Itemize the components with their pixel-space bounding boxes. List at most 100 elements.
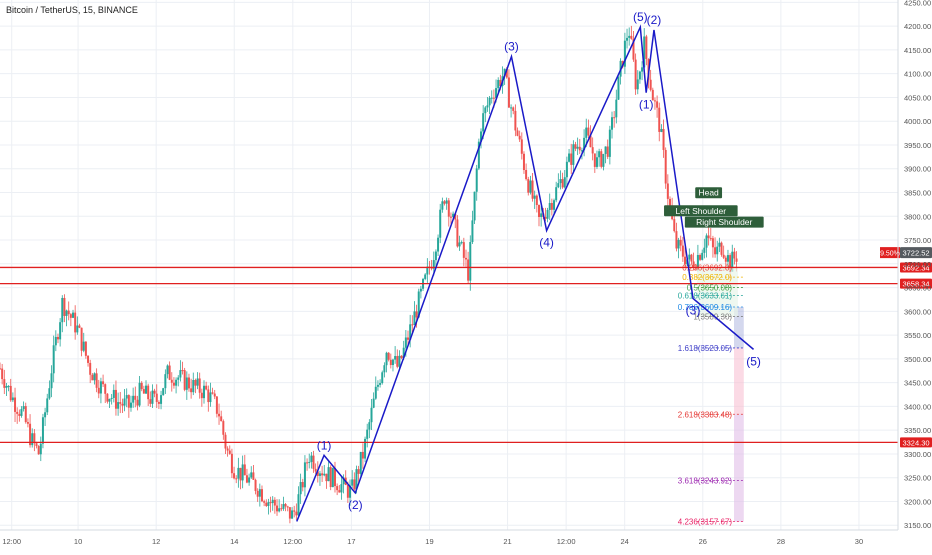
candle-body — [383, 365, 386, 373]
candle-body — [301, 482, 304, 488]
y-tick-label: 3550.00 — [904, 331, 931, 340]
candle-body — [677, 239, 680, 249]
candle-body — [316, 471, 319, 476]
x-tick-label: 28 — [777, 537, 785, 546]
candle-body — [434, 251, 437, 261]
candle-body — [5, 385, 8, 388]
x-tick-label: 10 — [74, 537, 82, 546]
candle-body — [473, 191, 476, 221]
pattern-label: Left Shoulder — [676, 206, 727, 216]
x-tick-label: 14 — [230, 537, 238, 546]
candle-body — [402, 347, 405, 358]
candle-body — [480, 131, 483, 142]
x-tick-label: 12 — [152, 537, 160, 546]
candle-body — [18, 413, 21, 416]
candle-body — [692, 261, 695, 268]
candle-body — [291, 510, 294, 519]
candle-body — [604, 146, 607, 154]
candle-body — [35, 443, 38, 447]
candle-body — [295, 511, 298, 516]
candle-body — [213, 393, 216, 397]
candle-body — [641, 67, 644, 72]
candle-body — [497, 79, 500, 89]
y-tick-label: 3850.00 — [904, 189, 931, 198]
candle-body — [540, 213, 543, 217]
candle-body — [357, 469, 360, 474]
candle-body — [656, 101, 659, 108]
candle-body — [179, 370, 182, 378]
candle-body — [121, 403, 124, 406]
candle-body — [720, 242, 723, 255]
candle-body — [239, 467, 242, 481]
y-tick-label: 3600.00 — [904, 307, 931, 316]
candle-body — [688, 254, 691, 260]
candle-body — [572, 144, 575, 165]
candle-body — [138, 382, 141, 406]
candle-body — [265, 502, 268, 506]
candle-body — [54, 336, 57, 346]
candle-body — [735, 258, 738, 262]
candle-body — [613, 117, 616, 119]
candle-body — [492, 97, 495, 99]
candle-body — [132, 395, 135, 403]
candle-body — [602, 153, 605, 167]
candle-body — [404, 337, 407, 348]
candle-body — [276, 505, 279, 512]
candle-body — [235, 478, 238, 480]
candle-body — [215, 396, 218, 414]
candle-body — [59, 322, 62, 340]
candle-body — [273, 499, 276, 506]
candle-body — [722, 254, 725, 258]
wave-label: (5) — [746, 354, 761, 368]
candle-body — [233, 473, 236, 479]
candle-body — [445, 200, 448, 204]
candle-body — [660, 128, 663, 132]
candle-body — [306, 462, 309, 464]
fib-level-label: 0.618(3633.61) — [678, 291, 733, 300]
x-tick-label: 17 — [347, 537, 355, 546]
candle-body — [653, 100, 656, 102]
candle-body — [323, 473, 326, 476]
candle-body — [258, 489, 261, 497]
candle-body — [230, 453, 233, 474]
candle-body — [598, 151, 601, 158]
candle-body — [574, 144, 577, 149]
candle-body — [44, 412, 47, 418]
candle-body — [396, 356, 399, 367]
candle-body — [95, 373, 98, 388]
candle-body — [346, 484, 349, 498]
candle-body — [220, 416, 223, 422]
candle-body — [336, 486, 339, 491]
wave-label: (2) — [647, 13, 662, 27]
candle-body — [437, 237, 440, 252]
candle-body — [557, 183, 560, 188]
candle-body — [415, 311, 418, 318]
candle-body — [559, 179, 562, 184]
candle-body — [170, 379, 173, 383]
candle-body — [430, 267, 433, 269]
candle-body — [359, 451, 362, 474]
y-tick-label: 3500.00 — [904, 355, 931, 364]
candle-body — [84, 341, 87, 356]
candle-body — [460, 242, 463, 244]
candle-body — [514, 110, 517, 131]
candle-body — [469, 242, 472, 281]
candle-body — [376, 384, 379, 387]
fib-level-label: 0.786(3609.16) — [678, 303, 733, 312]
fib-zone — [734, 306, 744, 348]
candle-body — [52, 345, 55, 374]
fib-level-label: 2.618(3383.48) — [678, 410, 733, 419]
candle-body — [67, 310, 70, 315]
candle-body — [535, 195, 538, 206]
candle-body — [65, 310, 68, 316]
candle-body — [546, 209, 549, 219]
price-tag — [900, 437, 932, 448]
candle-body — [443, 201, 446, 204]
candle-body — [505, 68, 508, 78]
candle-body — [520, 139, 523, 154]
candle-body — [318, 473, 321, 476]
candle-body — [303, 462, 306, 488]
candle-body — [531, 180, 534, 199]
